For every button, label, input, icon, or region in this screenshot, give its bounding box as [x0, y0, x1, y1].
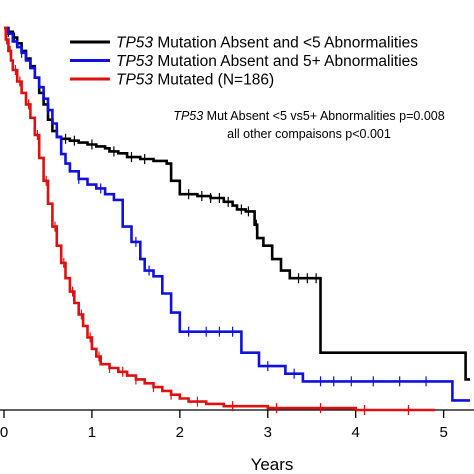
p-value-annotations: TP53 Mut Absent <5 vs5+ Abnormalities p=… [173, 109, 444, 141]
x-tick-label: 1 [88, 424, 96, 441]
x-tick-label: 3 [264, 424, 272, 441]
x-axis-label: Years [251, 455, 294, 474]
x-tick-label: 2 [176, 424, 184, 441]
legend-label-2: TP53 Mutation Absent and 5+ Abnormalitie… [116, 53, 418, 70]
x-tick-label: 5 [439, 424, 447, 441]
annotation-1: TP53 Mut Absent <5 vs5+ Abnormalities p=… [173, 109, 444, 123]
survival-curve-2 [4, 26, 470, 402]
x-tick-label: 0 [0, 424, 8, 441]
survival-curves [4, 26, 470, 415]
x-tick-label: 4 [352, 424, 360, 441]
chart-axes: 0 1 2 3 4 5 [0, 409, 474, 441]
legend-label-1: TP53 Mutation Absent and <5 Abnormalitie… [116, 35, 418, 52]
annotation-2: all other compaisons p<0.001 [227, 127, 391, 141]
legend-label-3: TP53 Mutated (N=186) [116, 72, 274, 89]
legend: TP53 Mutation Absent and <5 Abnormalitie… [70, 35, 418, 89]
